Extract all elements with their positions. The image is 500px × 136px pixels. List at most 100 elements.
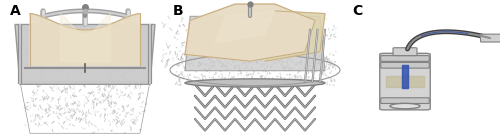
- Point: [58, 76, 66, 78]
- Point: [104, 31, 112, 33]
- Point: [70, 57, 78, 60]
- Point: [66, 79, 74, 81]
- Point: [276, 74, 284, 77]
- Point: [115, 69, 123, 71]
- Point: [306, 27, 314, 29]
- Point: [257, 24, 265, 26]
- Point: [103, 75, 111, 77]
- Point: [236, 68, 244, 70]
- Point: [266, 29, 274, 31]
- Point: [64, 45, 72, 48]
- Point: [58, 59, 66, 61]
- Point: [316, 77, 324, 79]
- Point: [42, 58, 50, 60]
- Point: [266, 64, 274, 66]
- Point: [204, 42, 212, 44]
- Point: [260, 17, 268, 19]
- Point: [286, 69, 294, 71]
- Point: [246, 58, 254, 60]
- Point: [120, 36, 128, 38]
- Point: [294, 83, 302, 85]
- Point: [304, 69, 312, 71]
- Point: [217, 62, 225, 64]
- Point: [291, 74, 299, 76]
- Point: [256, 34, 264, 36]
- Point: [284, 64, 292, 66]
- Point: [222, 44, 230, 47]
- Point: [72, 51, 80, 53]
- Point: [255, 56, 263, 58]
- Point: [41, 26, 49, 28]
- Point: [324, 76, 332, 78]
- Point: [86, 71, 94, 74]
- Point: [277, 64, 285, 66]
- FancyBboxPatch shape: [480, 34, 500, 42]
- Point: [20, 28, 28, 30]
- Point: [249, 49, 257, 51]
- Point: [74, 80, 82, 83]
- Point: [60, 39, 68, 41]
- Point: [58, 41, 66, 43]
- Point: [235, 20, 243, 22]
- Point: [82, 50, 90, 52]
- Point: [286, 68, 294, 71]
- Point: [35, 37, 43, 40]
- Point: [134, 44, 141, 46]
- Point: [111, 52, 119, 54]
- Point: [240, 56, 248, 58]
- Point: [236, 68, 244, 71]
- Point: [278, 59, 285, 61]
- Point: [314, 62, 322, 64]
- Point: [196, 81, 204, 83]
- Point: [194, 65, 202, 67]
- Point: [270, 54, 278, 56]
- Point: [141, 50, 149, 53]
- Point: [20, 79, 28, 81]
- Point: [316, 74, 324, 76]
- Point: [221, 43, 229, 45]
- Point: [218, 16, 226, 18]
- Point: [182, 30, 190, 32]
- Point: [112, 30, 120, 33]
- Point: [268, 33, 276, 35]
- Point: [114, 80, 122, 82]
- Point: [76, 72, 84, 74]
- Point: [314, 63, 322, 65]
- Point: [135, 37, 143, 39]
- Polygon shape: [185, 16, 325, 71]
- Point: [190, 84, 198, 86]
- Point: [112, 39, 120, 41]
- Point: [300, 83, 308, 85]
- Point: [280, 56, 288, 58]
- Point: [280, 61, 288, 63]
- Point: [33, 79, 41, 81]
- Point: [250, 53, 258, 55]
- Point: [144, 70, 152, 72]
- Point: [305, 61, 313, 63]
- Point: [309, 34, 317, 36]
- Point: [308, 56, 316, 58]
- Point: [246, 42, 254, 44]
- Point: [182, 50, 190, 52]
- Point: [198, 69, 205, 71]
- Point: [24, 54, 32, 56]
- Point: [74, 40, 82, 42]
- Point: [74, 44, 82, 46]
- Point: [26, 71, 34, 73]
- Point: [196, 62, 204, 64]
- Point: [248, 77, 256, 79]
- Point: [306, 84, 314, 86]
- Point: [188, 83, 196, 85]
- Point: [139, 72, 147, 74]
- Point: [284, 60, 292, 62]
- Point: [35, 52, 43, 55]
- Point: [101, 51, 109, 53]
- Point: [230, 61, 237, 63]
- Point: [30, 26, 38, 28]
- Point: [260, 30, 268, 32]
- Point: [197, 62, 205, 64]
- Point: [82, 64, 90, 66]
- Point: [307, 68, 315, 70]
- Point: [291, 33, 299, 35]
- Point: [298, 38, 306, 40]
